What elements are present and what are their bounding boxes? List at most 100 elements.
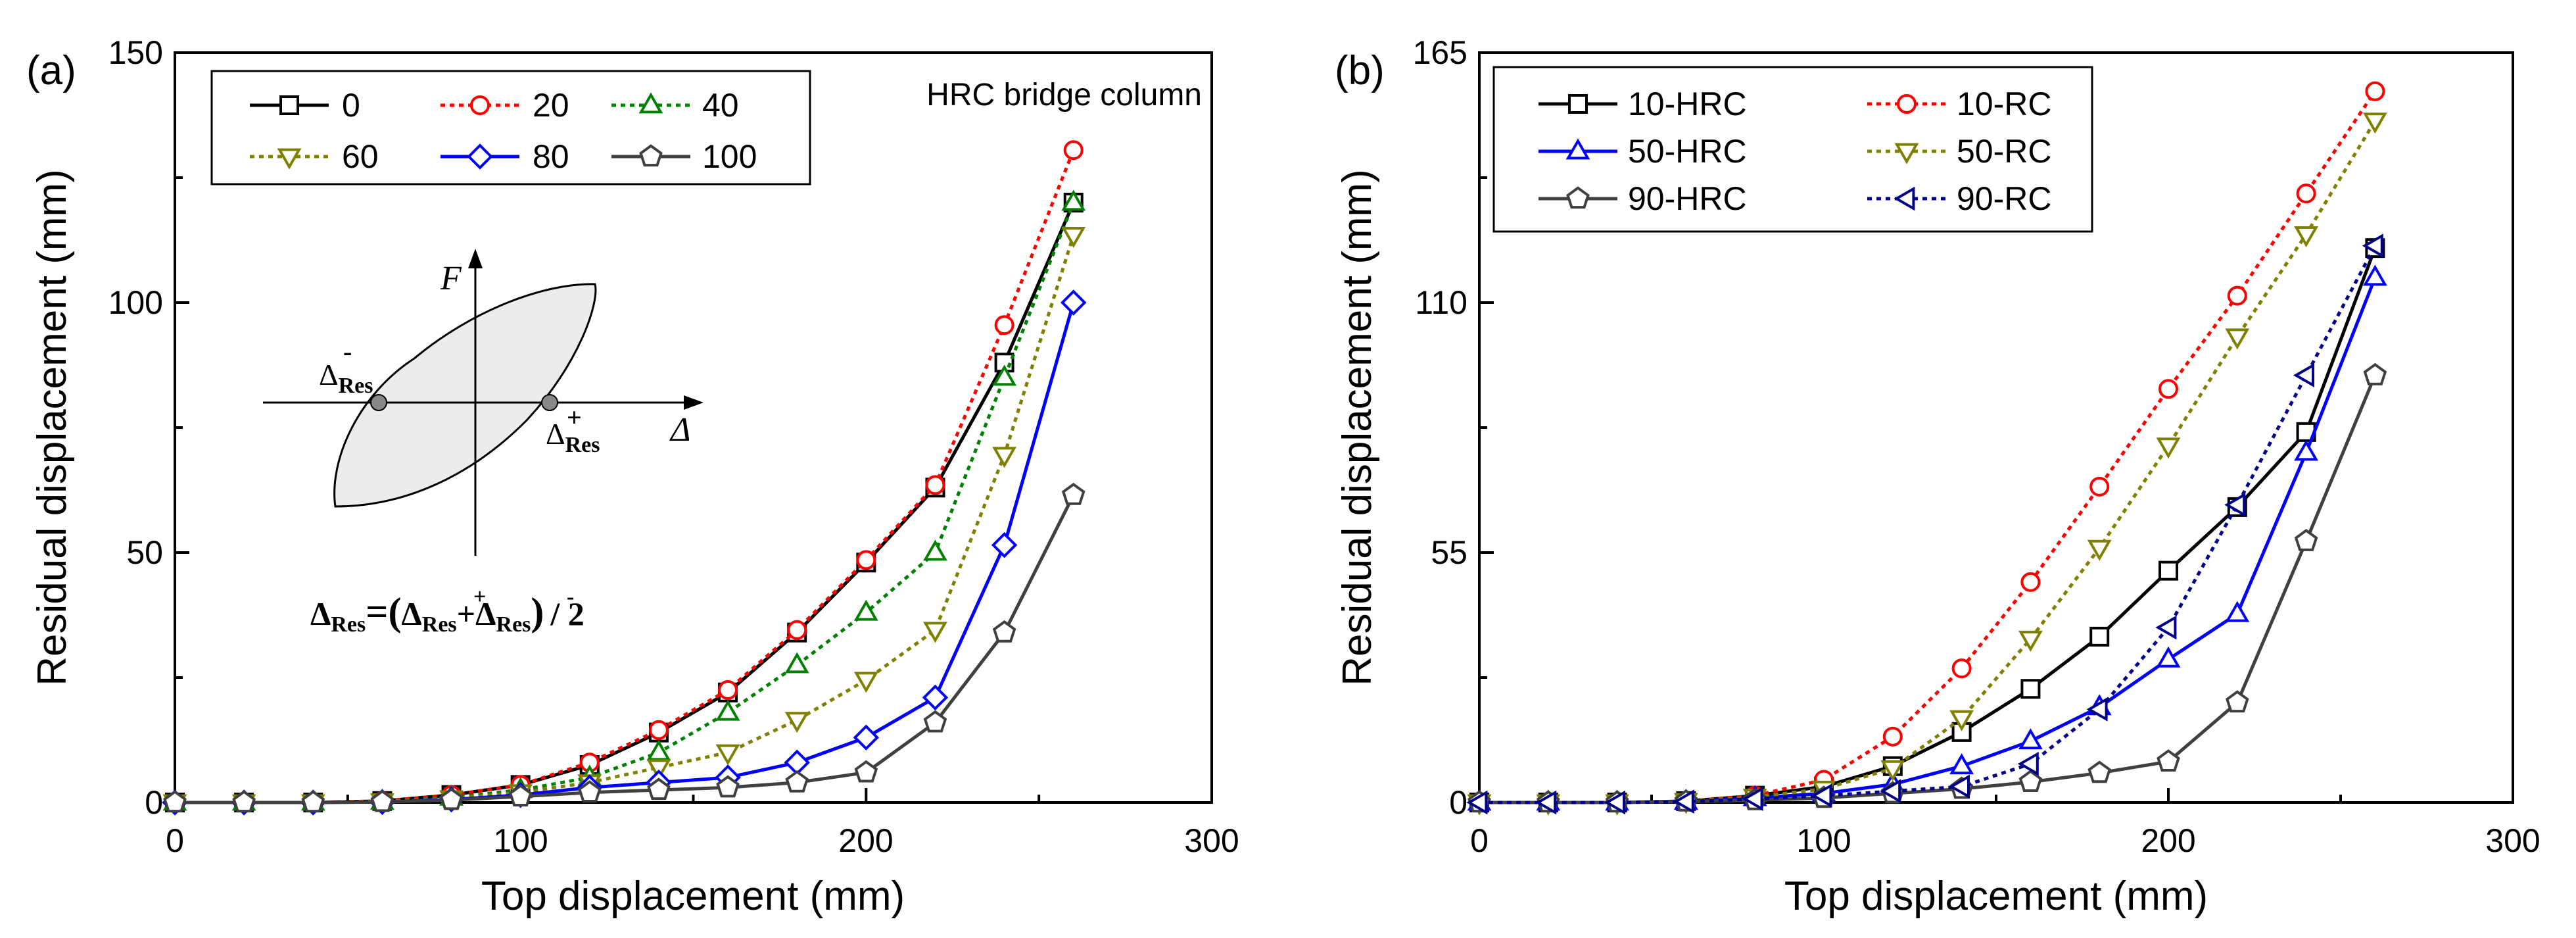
data-point <box>2089 626 2110 647</box>
y-tick-label: 0 <box>1449 784 1467 821</box>
data-point <box>2224 493 2246 517</box>
data-point <box>2296 422 2316 442</box>
data-point <box>1951 658 1972 679</box>
formula-sup-neg: - <box>567 585 574 609</box>
pos-residual-point <box>541 394 558 411</box>
y-tick-label: 50 <box>126 534 163 571</box>
data-point <box>647 778 671 801</box>
series-group-a <box>162 140 1087 816</box>
data-point <box>1949 710 1974 731</box>
series-line-0 <box>175 202 1076 804</box>
data-point <box>646 739 671 761</box>
legend-marker-40 <box>638 92 663 114</box>
data-point <box>2020 679 2041 699</box>
data-point <box>716 775 740 798</box>
data-point <box>2362 234 2383 259</box>
data-point <box>925 475 945 495</box>
data-point <box>439 787 464 810</box>
data-point <box>1535 790 1557 815</box>
data-point <box>2018 770 2043 793</box>
data-point <box>2362 264 2387 286</box>
data-point <box>2294 226 2319 247</box>
legend-label: 50-RC <box>1957 133 2051 170</box>
legend-label: 90-RC <box>1957 180 2051 217</box>
data-point <box>1949 753 1974 775</box>
formula-sup-pos: + <box>473 585 486 609</box>
data-point <box>2296 184 2316 204</box>
inset-force-arrow <box>468 249 483 268</box>
legend-label: 60 <box>342 138 379 175</box>
data-point <box>715 744 740 766</box>
neg-residual-label: ΔRes <box>319 358 373 398</box>
y-tick-label: 150 <box>108 34 163 71</box>
legend-marker-60 <box>277 148 302 170</box>
y-tick-label: 100 <box>108 284 163 321</box>
legend-label: 10-HRC <box>1628 86 1747 122</box>
data-point <box>2155 615 2177 640</box>
data-point <box>2363 362 2387 385</box>
legend-marker-10-RC <box>1897 94 1917 114</box>
neg-residual-point <box>370 394 387 411</box>
data-point <box>923 622 947 643</box>
x-tick-label: 200 <box>2141 822 2195 859</box>
x-axis-label-b: Top displacement (mm) <box>1784 874 2208 919</box>
series-50-HRC <box>1467 264 2387 811</box>
data-point <box>784 712 809 733</box>
data-point <box>992 364 1017 386</box>
residual-formula: ΔRes=(ΔRes+ΔRes)/ 2 + - <box>310 585 584 637</box>
series-100 <box>163 482 1085 813</box>
data-point <box>1673 789 1694 814</box>
data-point <box>2225 690 2249 713</box>
panel-b: (b) Top displacement (mm) Residual displ… <box>1335 34 2540 919</box>
data-point <box>1882 726 1903 747</box>
legend-label: 90-HRC <box>1628 180 1747 217</box>
panel-label-b: (b) <box>1335 48 1385 93</box>
series-line-100 <box>175 494 1075 804</box>
x-tick-label: 300 <box>2485 822 2540 859</box>
series-90-RC <box>1466 234 2383 815</box>
data-point <box>2365 81 2385 101</box>
data-point <box>1061 482 1085 505</box>
data-point <box>2156 437 2181 459</box>
y-tick-label: 55 <box>1431 534 1467 571</box>
legend-marker-90-RC <box>1894 186 1915 211</box>
legend-marker-0 <box>279 95 299 115</box>
y-tick-label: 165 <box>1413 34 1467 71</box>
legend-box-a <box>210 70 811 185</box>
data-point <box>2087 760 2112 783</box>
x-tick-label: 300 <box>1184 822 1239 859</box>
data-point <box>232 790 256 813</box>
x-tick-label: 0 <box>1470 822 1489 859</box>
data-point <box>854 760 878 783</box>
legend-marker-50-HRC <box>1565 138 1590 160</box>
data-point <box>2293 363 2314 387</box>
disp-label: Δ <box>669 411 691 449</box>
data-point <box>646 759 671 781</box>
data-point <box>923 710 947 733</box>
legend-label: 100 <box>702 138 757 175</box>
data-point <box>2362 112 2387 134</box>
series-80 <box>162 289 1087 816</box>
data-point <box>715 699 740 721</box>
annotation-hrc-bridge-column: HRC bridge column <box>926 78 1202 112</box>
series-line-50-HRC <box>1479 277 2377 804</box>
data-point <box>1061 189 1086 211</box>
data-point <box>992 620 1016 643</box>
data-point <box>922 684 949 711</box>
legend-label: 80 <box>533 138 569 175</box>
x-tick-label: 0 <box>166 822 184 859</box>
data-point <box>785 770 809 793</box>
data-point <box>2159 379 2178 399</box>
data-point <box>2018 728 2043 750</box>
data-point <box>1811 783 1832 808</box>
data-point <box>301 790 325 813</box>
data-point <box>648 720 669 740</box>
data-point <box>1880 779 1901 804</box>
data-point <box>1880 760 1905 781</box>
legend-marker-100 <box>639 144 663 167</box>
hysteresis-inset: F Δ ΔRes - ΔRes + <box>263 249 704 556</box>
data-point <box>370 789 394 812</box>
data-point <box>2225 328 2250 350</box>
data-point <box>853 599 878 621</box>
